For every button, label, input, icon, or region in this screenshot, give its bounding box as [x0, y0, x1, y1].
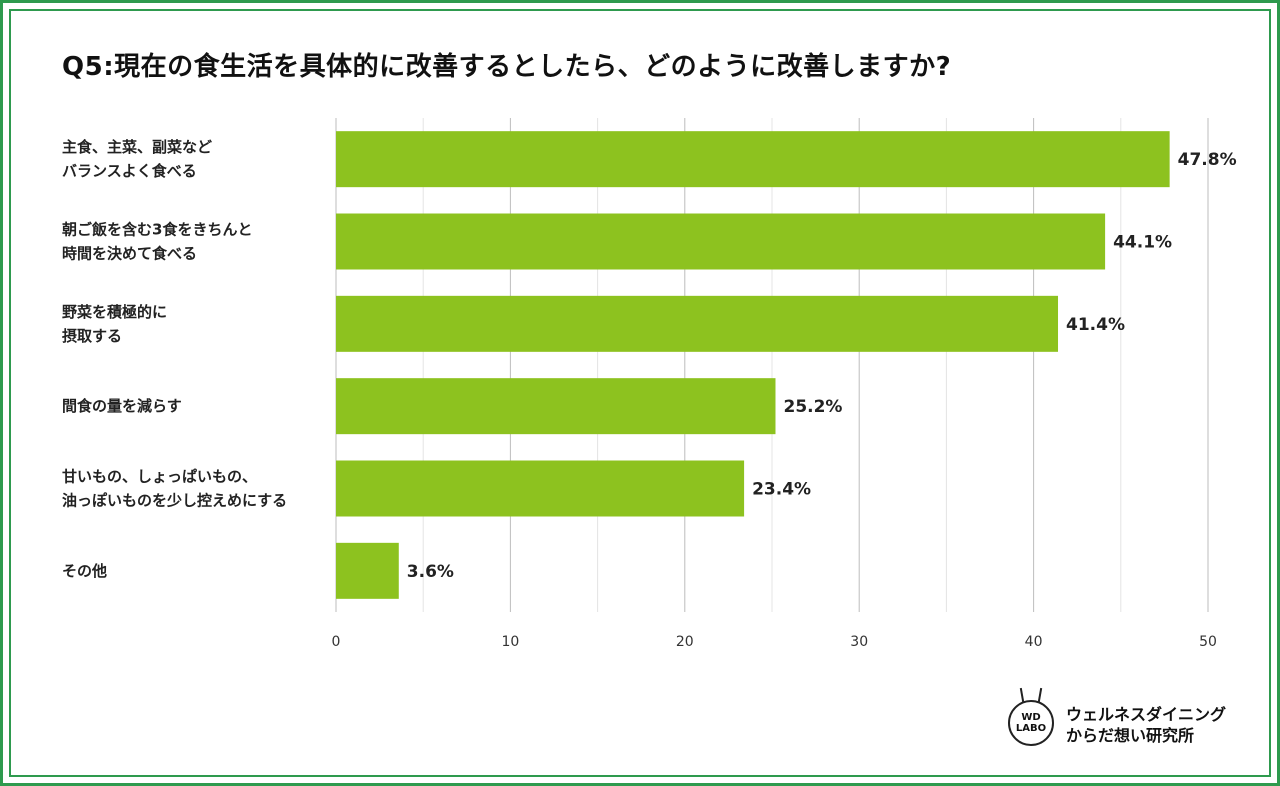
category-label: 朝ご飯を含む3食をきちんと: [62, 221, 252, 239]
x-tick-label: 10: [501, 634, 519, 650]
x-tick-label: 30: [850, 634, 868, 650]
category-label: 油っぽいものを少し控えめにする: [62, 492, 287, 510]
category-label: その他: [62, 562, 107, 580]
bar-value-label: 44.1%: [1113, 233, 1172, 253]
logo-badge-line1: WD: [1021, 712, 1041, 723]
bar-value-label: 23.4%: [752, 480, 811, 500]
category-label: 間食の量を減らす: [62, 397, 182, 415]
x-tick-label: 50: [1199, 634, 1217, 650]
bar-value-label: 41.4%: [1066, 315, 1125, 335]
category-label: 時間を決めて食べる: [62, 245, 197, 263]
bar: [336, 213, 1106, 270]
logo-text-line1: ウェルネスダイニング: [1066, 705, 1227, 724]
x-tick-label: 40: [1025, 634, 1043, 650]
category-label: 野菜を積極的に: [62, 303, 167, 321]
bar-value-label: 25.2%: [783, 397, 842, 417]
bar: [336, 131, 1170, 188]
bar-value-label: 3.6%: [407, 562, 454, 582]
category-label: 摂取する: [62, 327, 122, 345]
category-label: 主食、主菜、副菜など: [62, 138, 212, 156]
bar-value-label: 47.8%: [1178, 150, 1237, 170]
chart-title: Q5:現在の食生活を具体的に改善するとしたら、どのように改善しますか?: [62, 52, 952, 82]
wd-labo-logo-icon: WD LABO: [1008, 687, 1054, 746]
bar: [336, 460, 745, 517]
inner-frame: [9, 9, 1271, 777]
category-label: バランスよく食べる: [62, 162, 197, 180]
bar: [336, 542, 399, 599]
category-label: 甘いもの、しょっぱいもの、: [62, 468, 257, 486]
x-tick-label: 0: [332, 634, 341, 650]
bar: [336, 295, 1059, 352]
bar: [336, 378, 776, 435]
x-tick-label: 20: [676, 634, 694, 650]
logo-badge-line2: LABO: [1015, 723, 1047, 734]
logo-text: ウェルネスダイニング からだ想い研究所: [1066, 704, 1226, 746]
logo-text-line2: からだ想い研究所: [1066, 726, 1195, 745]
